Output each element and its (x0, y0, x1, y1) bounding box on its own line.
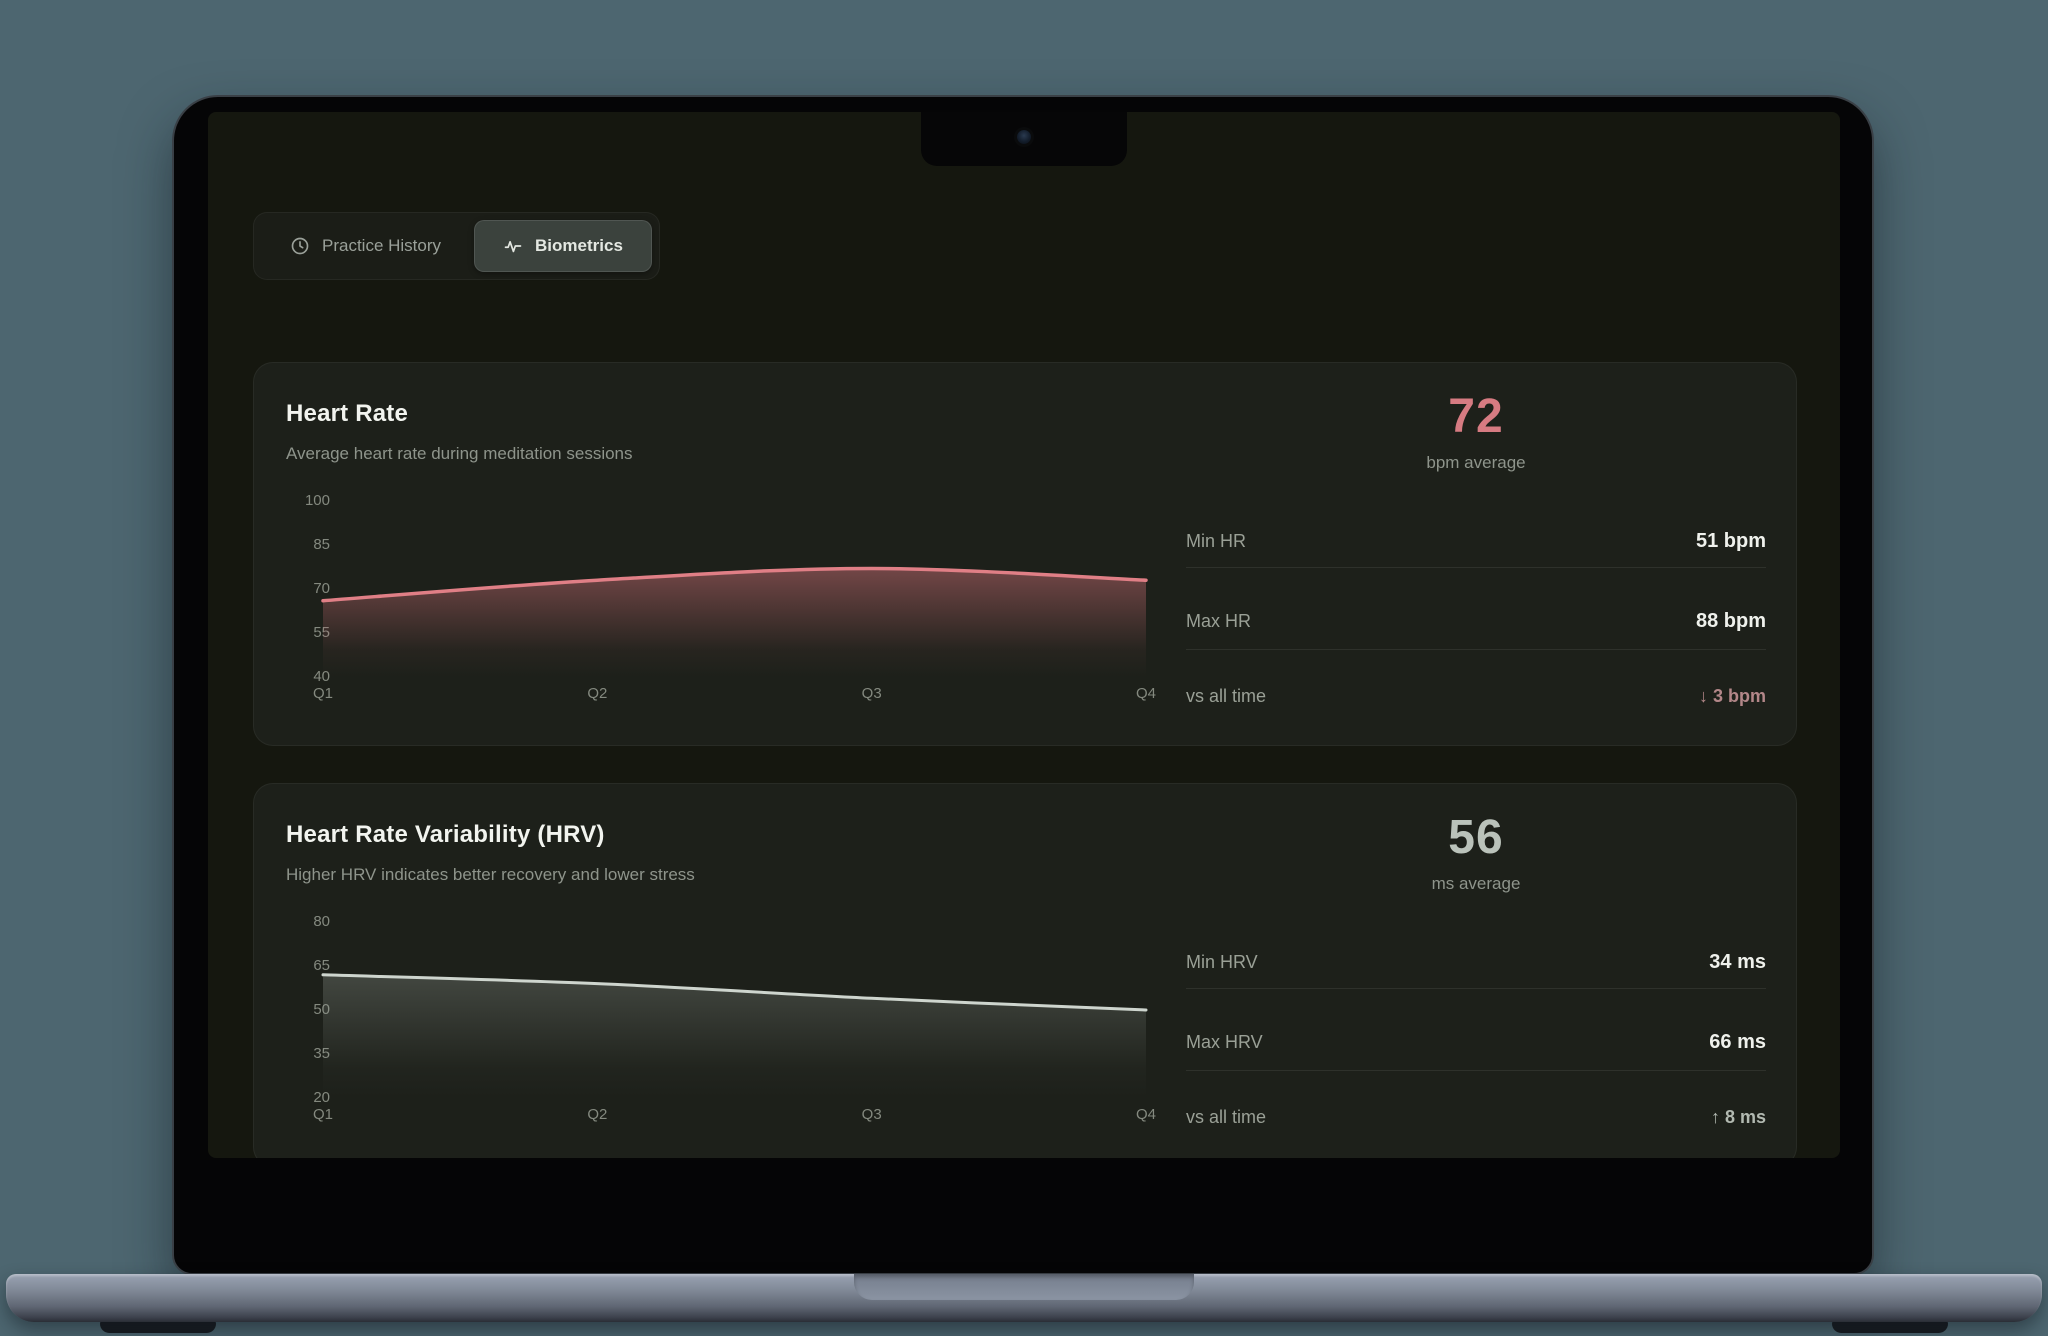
tab-practice-history[interactable]: Practice History (261, 220, 470, 272)
stat-row-min-hr: Min HR 51 bpm (1186, 515, 1766, 568)
x-axis-label: Q2 (587, 685, 608, 702)
x-axis-label: Q1 (312, 1106, 334, 1123)
tab-label: Biometrics (535, 236, 623, 255)
biometrics-app: Practice History Biometrics Heart Rate A… (208, 112, 1840, 1158)
clock-icon (291, 237, 309, 255)
card-title: Heart Rate Variability (HRV) (286, 821, 605, 848)
y-axis-tick: 85 (313, 536, 330, 553)
card-subtitle: Higher HRV indicates better recovery and… (286, 865, 695, 884)
camera-dot (1017, 130, 1031, 144)
stat-value: 51 bpm (1695, 529, 1766, 552)
stat-row-min-hrv: Min HRV 34 ms (1186, 936, 1766, 989)
average-block: 72 bpm average (1186, 385, 1766, 473)
x-axis-label: Q3 (861, 685, 882, 702)
stat-label: Max HRV (1186, 1031, 1263, 1052)
x-axis-label: Q2 (587, 1106, 608, 1123)
average-value: 72 (1448, 390, 1504, 443)
y-axis-tick: 65 (313, 957, 330, 974)
chart-plot (321, 973, 1148, 1098)
heart-rate-card: Heart Rate Average heart rate during med… (253, 362, 1797, 746)
chart-line (321, 566, 1148, 603)
stat-label: Min HR (1186, 530, 1247, 551)
trend-value: ↓ 3 bpm (1698, 685, 1766, 706)
average-value: 56 (1448, 811, 1504, 864)
laptop-foot-right (1832, 1320, 1948, 1333)
stats-panel: Min HR 51 bpm Max HR 88 bpm vs all time … (1186, 363, 1766, 745)
lid-opening-notch (854, 1274, 1194, 1300)
tab-biometrics[interactable]: Biometrics (474, 220, 652, 272)
chart-plot (321, 566, 1148, 677)
x-axis-label: Q4 (1135, 1106, 1157, 1123)
display-notch (921, 112, 1127, 166)
x-axis-label: Q4 (1135, 685, 1157, 702)
stat-row-max-hrv: Max HRV 66 ms (1186, 1014, 1766, 1071)
laptop-base (6, 1274, 2042, 1322)
stat-label: vs all time (1186, 685, 1267, 706)
stat-row-vs-all-time: vs all time ↑ 8 ms (1186, 1091, 1766, 1143)
laptop-lid: Practice History Biometrics Heart Rate A… (172, 95, 1874, 1275)
card-subtitle: Average heart rate during meditation ses… (286, 444, 633, 463)
laptop-foot-left (100, 1320, 216, 1333)
average-unit: ms average (1431, 874, 1521, 893)
chart-line (321, 973, 1148, 1012)
y-axis-tick: 70 (313, 580, 330, 597)
stat-label: vs all time (1186, 1106, 1267, 1127)
y-axis-tick: 80 (313, 913, 330, 930)
x-axis-label: Q1 (312, 685, 334, 702)
stat-row-vs-all-time: vs all time ↓ 3 bpm (1186, 670, 1766, 722)
stat-value: 66 ms (1709, 1030, 1766, 1053)
average-unit: bpm average (1426, 453, 1526, 472)
stat-label: Min HRV (1186, 951, 1258, 972)
pulse-icon (504, 241, 522, 253)
trend-value: ↑ 8 ms (1710, 1106, 1766, 1127)
chart-area (323, 974, 1146, 1098)
average-block: 56 ms average (1186, 806, 1766, 894)
hrv-chart: 80 65 50 35 20 Q1 Q2 Q3 Q4 (284, 913, 1157, 1136)
stat-value: 34 ms (1709, 950, 1766, 973)
tab-bar: Practice History Biometrics (253, 212, 660, 280)
tab-label: Practice History (322, 236, 442, 255)
stat-row-max-hr: Max HR 88 bpm (1186, 593, 1766, 650)
chart-area (323, 568, 1146, 677)
card-title: Heart Rate (286, 400, 409, 427)
hrv-card: Heart Rate Variability (HRV) Higher HRV … (253, 783, 1797, 1158)
heart-rate-chart: 100 85 70 55 40 Q1 Q2 Q3 Q4 (284, 492, 1157, 715)
stat-label: Max HR (1186, 610, 1252, 631)
x-axis-label: Q3 (861, 1106, 882, 1123)
stat-value: 88 bpm (1695, 609, 1766, 632)
y-axis-tick: 100 (304, 492, 330, 509)
stats-panel: Min HRV 34 ms Max HRV 66 ms vs all time … (1186, 784, 1766, 1158)
